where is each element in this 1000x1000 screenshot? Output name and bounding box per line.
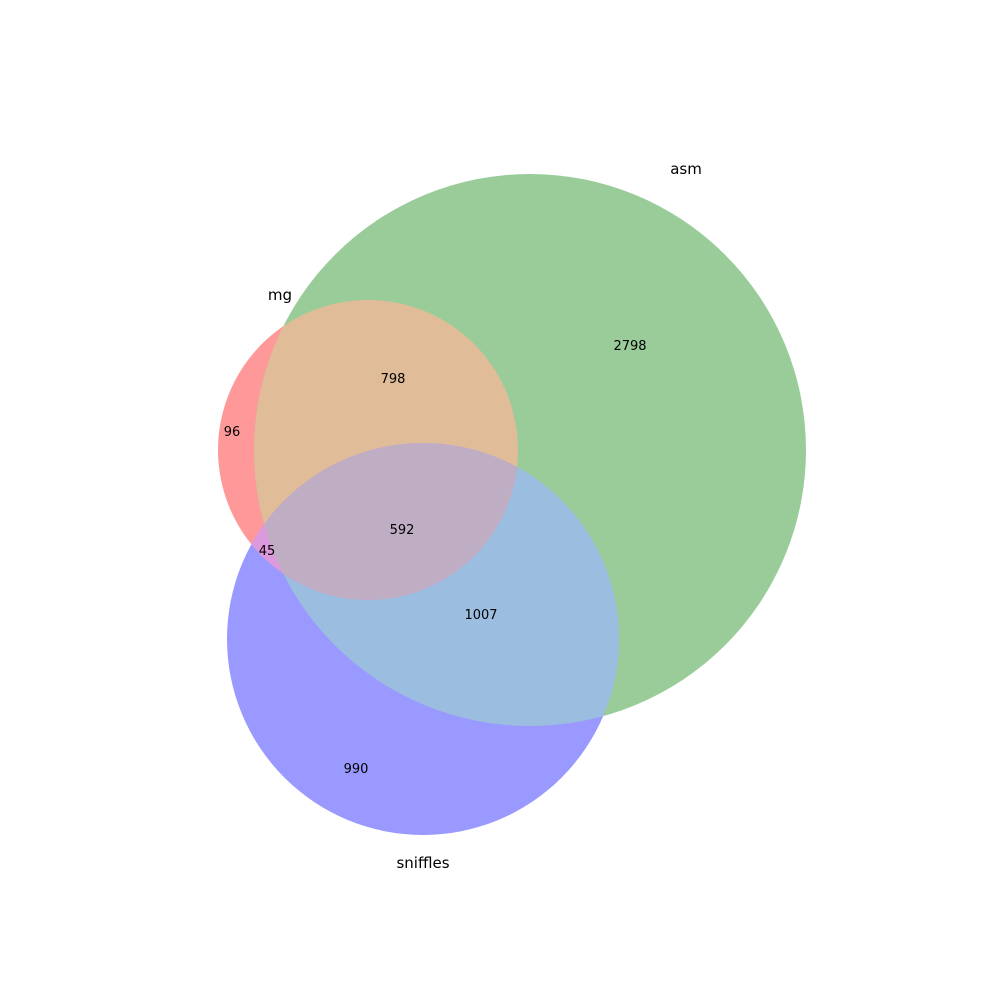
- region-count-mg-sniffles: 45: [259, 544, 276, 559]
- region-count-asm-sniffles: 1007: [464, 608, 497, 623]
- region-count-mg-asm: 798: [381, 372, 406, 387]
- region-count-sniffles-only: 990: [344, 762, 369, 777]
- region-count-mg-asm-sniffles: 592: [390, 523, 415, 538]
- set-label-asm: asm: [670, 160, 702, 178]
- set-label-sniffles: sniffles: [396, 854, 449, 872]
- region-count-asm-only: 2798: [613, 339, 646, 354]
- set-label-mg: mg: [268, 286, 292, 304]
- region-count-mg-only: 96: [224, 425, 241, 440]
